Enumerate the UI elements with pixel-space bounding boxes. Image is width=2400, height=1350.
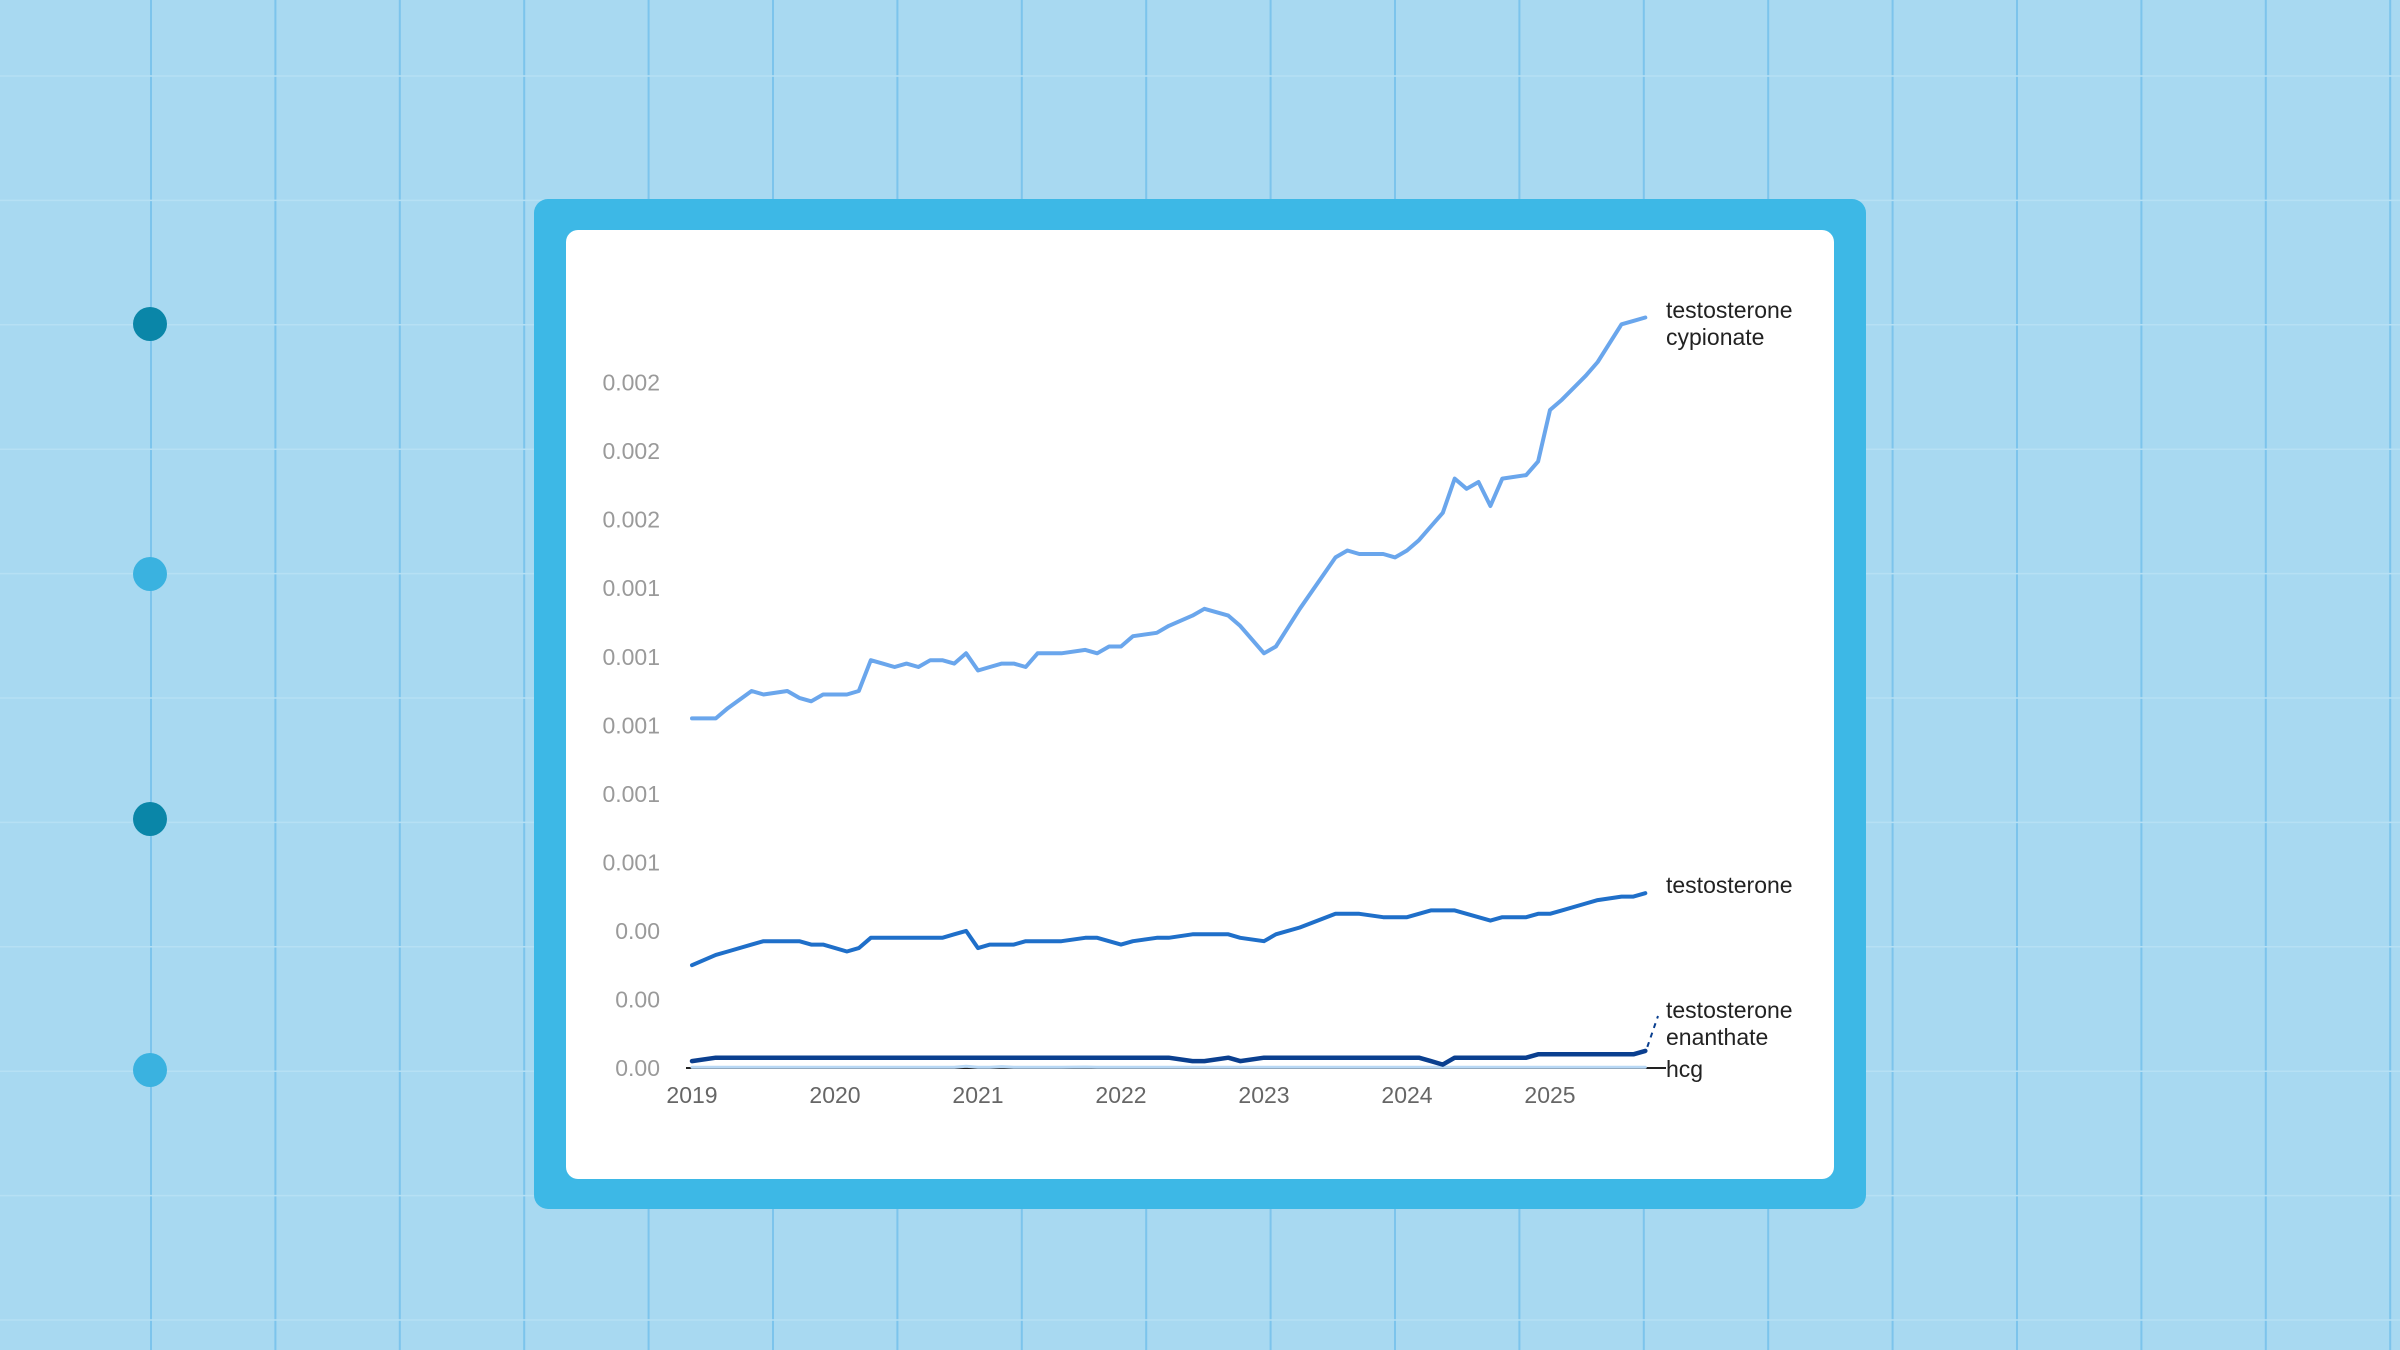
chart-card (566, 230, 1834, 1179)
y-tick-label: 0.00 (615, 986, 660, 1012)
series-line-testosterone (690, 891, 1648, 968)
x-tick-label: 2024 (1381, 1082, 1432, 1108)
y-tick-label: 0.00 (615, 1055, 660, 1081)
x-tick-label: 2025 (1524, 1082, 1575, 1108)
y-tick-label: 0.001 (602, 849, 660, 875)
x-tick-label: 2023 (1238, 1082, 1289, 1108)
series-line-hcg (690, 1064, 1647, 1069)
series-line-testosterone-enanthate (689, 1048, 1648, 1067)
y-tick-label: 0.001 (602, 781, 660, 807)
x-tick-label: 2019 (666, 1082, 717, 1108)
y-tick-label: 0.001 (602, 575, 660, 601)
timeline-dot (133, 307, 167, 341)
y-tick-label: 0.001 (602, 712, 660, 738)
y-tick-label: 0.002 (602, 438, 660, 464)
series-line-testosterone-cypionate (690, 315, 1648, 721)
timeline-dot (133, 1053, 167, 1087)
x-tick-label: 2021 (952, 1082, 1003, 1108)
series-label: cypionate (1666, 324, 1764, 350)
label-leader-line (1646, 1015, 1659, 1048)
y-tick-label: 0.002 (602, 507, 660, 533)
series-label: testosterone (1666, 872, 1793, 898)
series-label: testosterone (1666, 997, 1793, 1023)
timeline-dot (133, 802, 167, 836)
y-tick-label: 0.001 (602, 644, 660, 670)
x-tick-label: 2022 (1095, 1082, 1146, 1108)
series-label: testosterone (1666, 297, 1793, 323)
series-label: hcg (1666, 1056, 1703, 1082)
timeline-dot (133, 557, 167, 591)
y-tick-label: 0.00 (615, 918, 660, 944)
y-tick-label: 0.002 (602, 370, 660, 396)
series-label: enanthate (1666, 1024, 1768, 1050)
x-tick-label: 2020 (809, 1082, 860, 1108)
